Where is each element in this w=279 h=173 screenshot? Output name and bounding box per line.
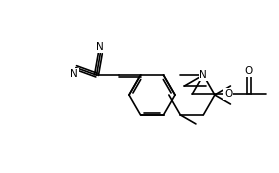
Text: N: N	[70, 69, 78, 79]
Text: N: N	[199, 70, 207, 80]
Text: N: N	[97, 42, 104, 52]
Text: O: O	[224, 89, 232, 99]
Text: O: O	[245, 66, 253, 76]
